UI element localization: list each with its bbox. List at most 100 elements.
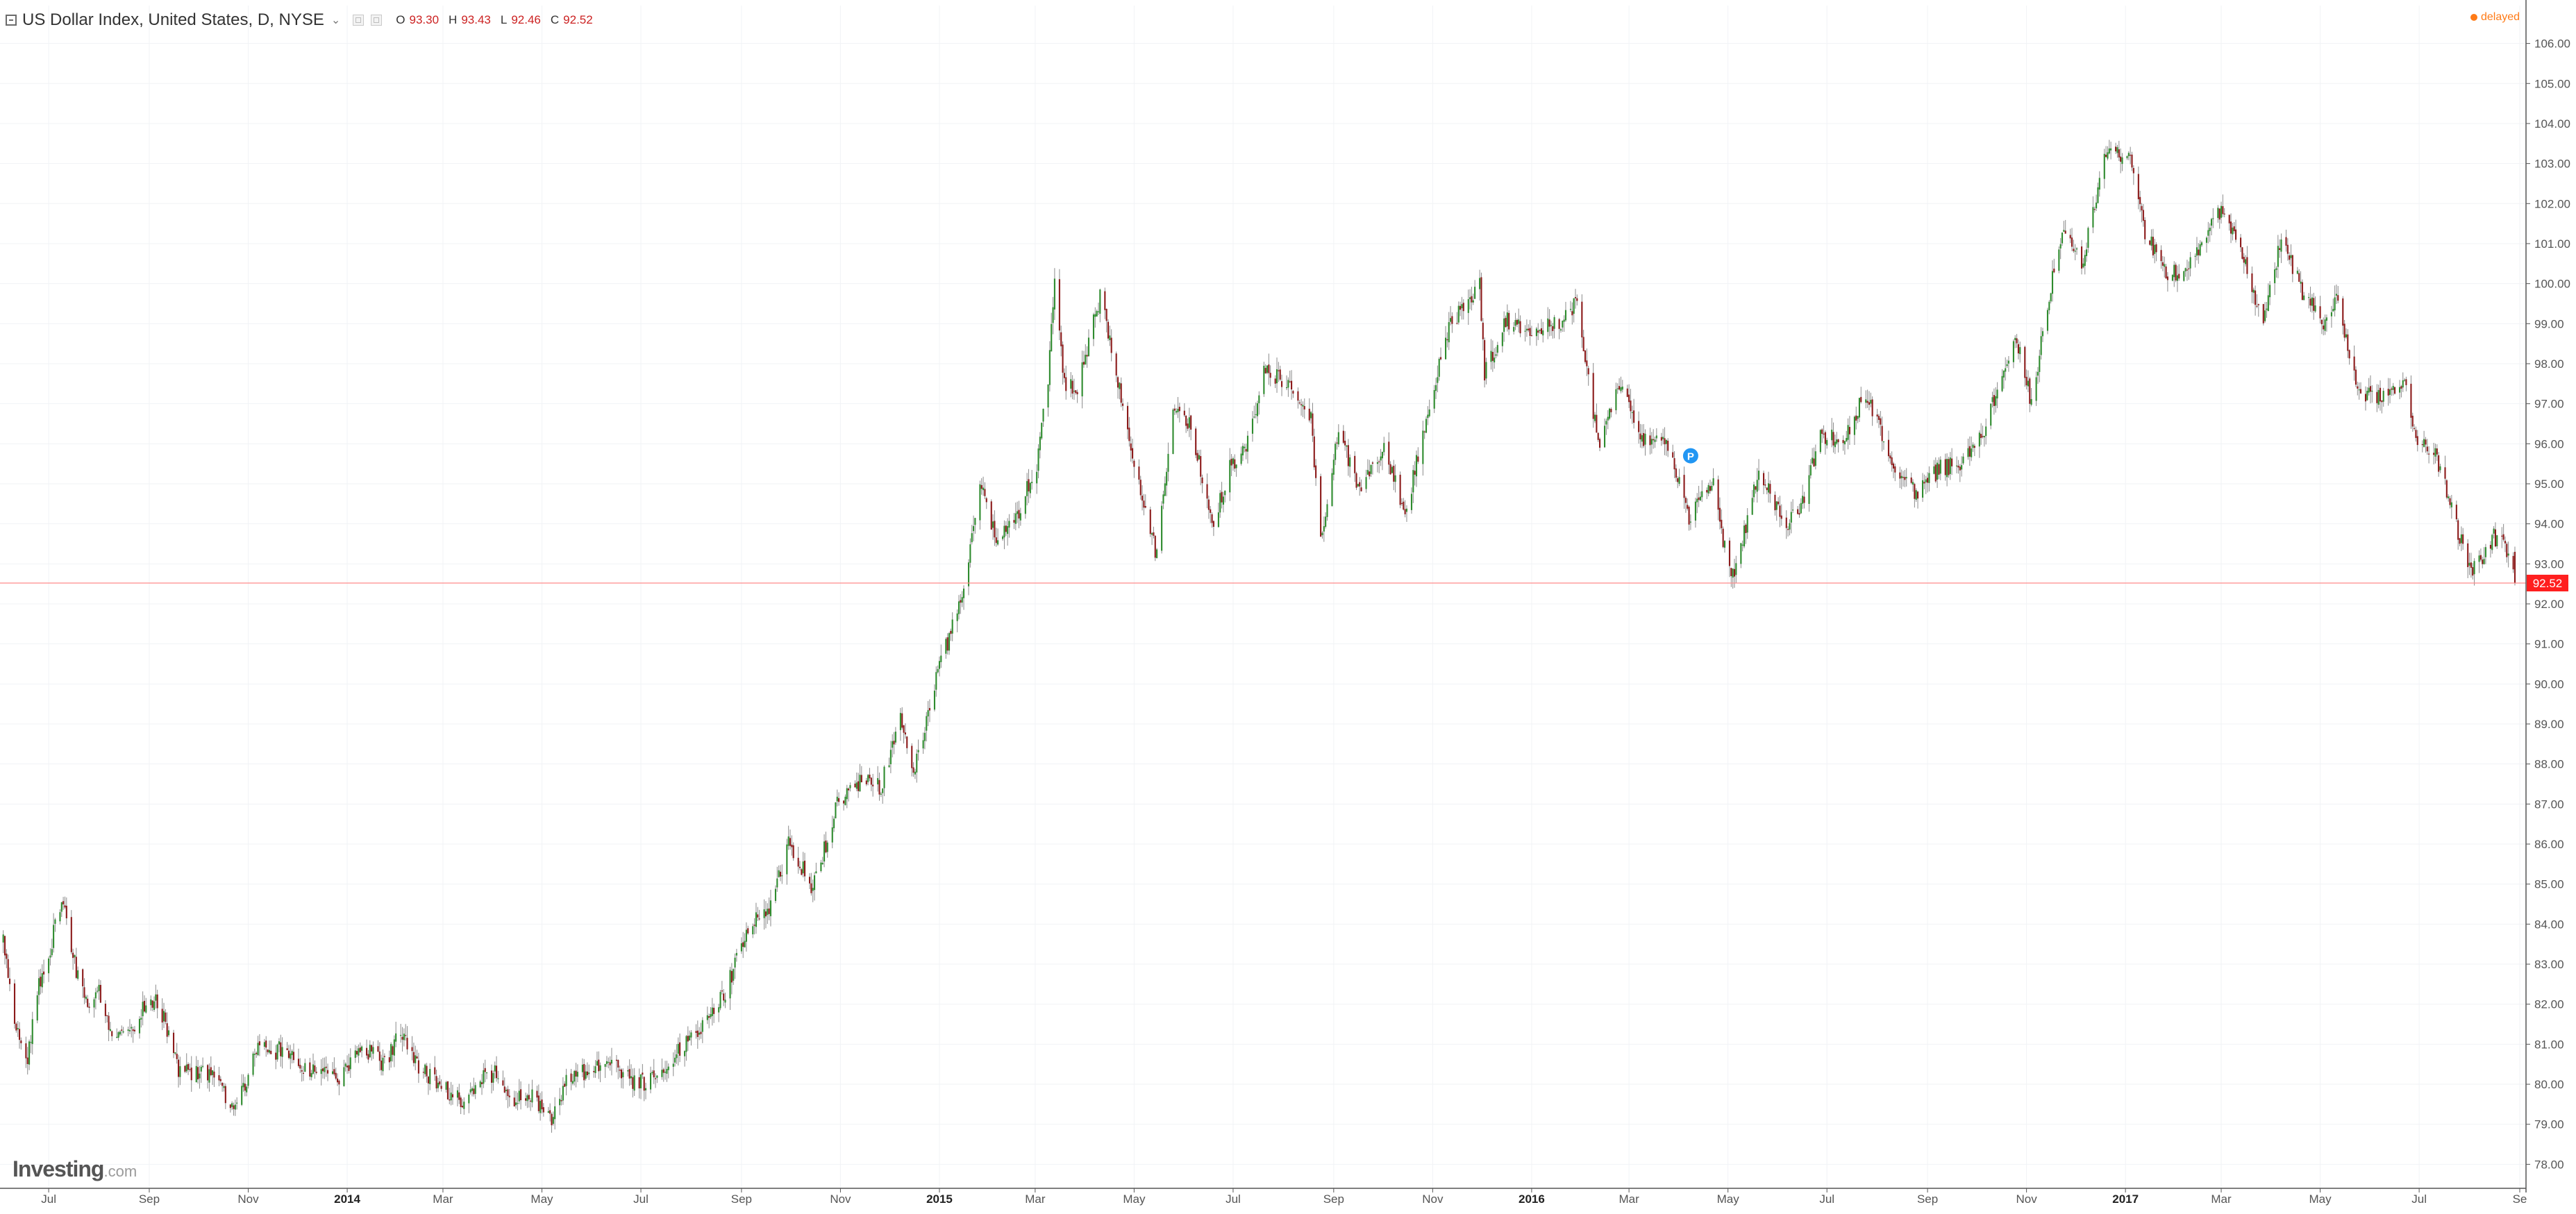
candle: [531, 1079, 533, 1108]
candle: [2030, 387, 2032, 407]
candle: [935, 666, 937, 697]
candle: [825, 832, 827, 854]
candle: [2280, 233, 2282, 263]
candle: [1073, 378, 1075, 400]
candle: [156, 989, 158, 1019]
candle: [1587, 365, 1589, 386]
x-tick-label: Jul: [41, 1192, 56, 1206]
candle: [2121, 153, 2123, 171]
candle: [706, 1006, 708, 1025]
candle: [2006, 360, 2008, 369]
candle: [140, 1009, 142, 1028]
candle: [1892, 462, 1895, 478]
candle: [814, 872, 816, 901]
candle: [1728, 537, 1731, 578]
candle: [200, 1065, 202, 1084]
candle: [1161, 501, 1163, 554]
candle: [1701, 480, 1703, 503]
candle: [2303, 292, 2305, 301]
candle: [87, 995, 89, 1009]
event-flag-icon[interactable]: P: [1682, 448, 1698, 464]
candle: [1876, 409, 1878, 423]
candle: [870, 777, 872, 791]
candle: [98, 979, 100, 1000]
candle: [400, 1024, 402, 1043]
candle: [2449, 496, 2451, 509]
candle: [1905, 468, 1907, 487]
candle: [1200, 449, 1202, 486]
candle: [2439, 464, 2441, 473]
candle: [2081, 239, 2083, 275]
candle: [2132, 165, 2134, 185]
candle: [1474, 280, 1476, 299]
candle: [984, 482, 986, 500]
candle: [1190, 414, 1192, 441]
candle: [2387, 378, 2389, 406]
candle: [208, 1063, 210, 1092]
candle: [1414, 461, 1416, 486]
candle: [1285, 375, 1288, 391]
candle: [1957, 460, 1959, 474]
candle: [422, 1068, 424, 1079]
chart-title[interactable]: US Dollar Index, United States, D, NYSE: [22, 10, 324, 29]
candle: [116, 1028, 118, 1038]
candle: [583, 1059, 585, 1088]
candle: [1326, 499, 1328, 521]
candle: [1689, 514, 1691, 530]
candle: [973, 515, 975, 541]
candle: [903, 725, 905, 744]
candle: [1325, 512, 1327, 529]
candle: [2014, 335, 2016, 348]
candle: [2416, 430, 2418, 452]
candle: [1456, 312, 1458, 325]
candle: [1053, 268, 1055, 320]
candle: [2166, 272, 2168, 292]
candle: [382, 1049, 384, 1076]
candle: [344, 1062, 346, 1072]
candle: [1516, 318, 1518, 328]
candle: [1404, 500, 1406, 518]
candle: [733, 968, 735, 985]
candle: [325, 1056, 327, 1077]
candle: [596, 1051, 598, 1066]
candle: [348, 1054, 350, 1074]
candle: [1120, 377, 1122, 407]
delayed-status: delayed: [2470, 11, 2520, 24]
candle: [1176, 408, 1178, 415]
candle: [1026, 473, 1028, 506]
chevron-down-icon[interactable]: ⌄: [331, 15, 341, 26]
candle: [1480, 272, 1482, 322]
x-tick-label: Nov: [1422, 1192, 1444, 1206]
candle: [1757, 459, 1760, 491]
candle: [687, 1026, 689, 1052]
collapse-icon[interactable]: [6, 15, 17, 26]
brand-logo[interactable]: Investing.com: [12, 1158, 137, 1180]
candle: [119, 1030, 121, 1036]
settings-icon[interactable]: [353, 15, 365, 26]
candle: [492, 1070, 494, 1091]
candle: [1274, 375, 1276, 389]
candle: [1836, 432, 1838, 446]
y-tick-label: 91.00: [2534, 638, 2564, 651]
candle: [812, 879, 814, 902]
candle: [263, 1038, 265, 1050]
candle: [256, 1051, 258, 1059]
candle: [1008, 514, 1010, 538]
candle: [1315, 459, 1317, 487]
candle: [301, 1065, 303, 1082]
candle: [677, 1037, 679, 1066]
candle: [2445, 479, 2448, 500]
candle: [1167, 442, 1169, 482]
candle: [335, 1068, 337, 1081]
candle: [1132, 439, 1134, 464]
candle: [2277, 235, 2279, 278]
expand-icon[interactable]: [371, 15, 383, 26]
candle: [844, 794, 846, 806]
candle: [1003, 520, 1005, 550]
candle: [30, 1035, 32, 1054]
candle: [1961, 456, 1963, 477]
candle: [541, 1091, 543, 1114]
candle: [2369, 375, 2372, 404]
candle: [549, 1103, 551, 1122]
